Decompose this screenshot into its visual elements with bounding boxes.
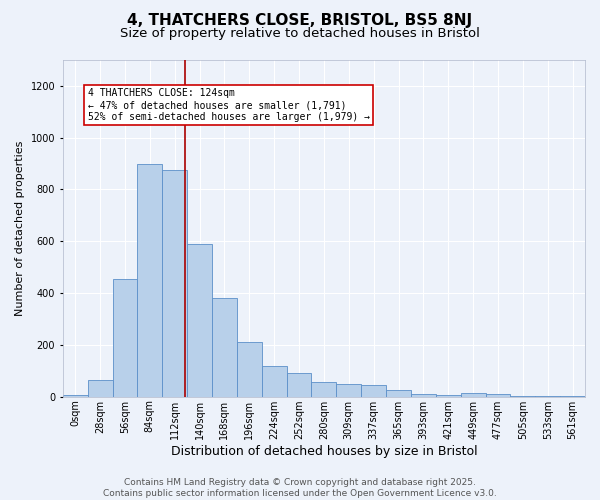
Bar — [162, 170, 187, 396]
X-axis label: Distribution of detached houses by size in Bristol: Distribution of detached houses by size … — [170, 444, 477, 458]
Bar — [137, 164, 162, 396]
Bar — [287, 374, 311, 396]
Text: Size of property relative to detached houses in Bristol: Size of property relative to detached ho… — [120, 28, 480, 40]
Bar — [262, 366, 287, 396]
Bar — [461, 393, 485, 396]
Bar — [311, 382, 337, 396]
Bar — [361, 385, 386, 396]
Bar — [237, 342, 262, 396]
Bar — [113, 279, 137, 396]
Text: 4 THATCHERS CLOSE: 124sqm
← 47% of detached houses are smaller (1,791)
52% of se: 4 THATCHERS CLOSE: 124sqm ← 47% of detac… — [88, 88, 370, 122]
Bar — [337, 384, 361, 396]
Bar — [411, 394, 436, 396]
Bar — [187, 244, 212, 396]
Bar — [212, 298, 237, 396]
Bar — [88, 380, 113, 396]
Text: 4, THATCHERS CLOSE, BRISTOL, BS5 8NJ: 4, THATCHERS CLOSE, BRISTOL, BS5 8NJ — [127, 12, 473, 28]
Text: Contains HM Land Registry data © Crown copyright and database right 2025.
Contai: Contains HM Land Registry data © Crown c… — [103, 478, 497, 498]
Bar — [386, 390, 411, 396]
Y-axis label: Number of detached properties: Number of detached properties — [15, 140, 25, 316]
Bar — [485, 394, 511, 396]
